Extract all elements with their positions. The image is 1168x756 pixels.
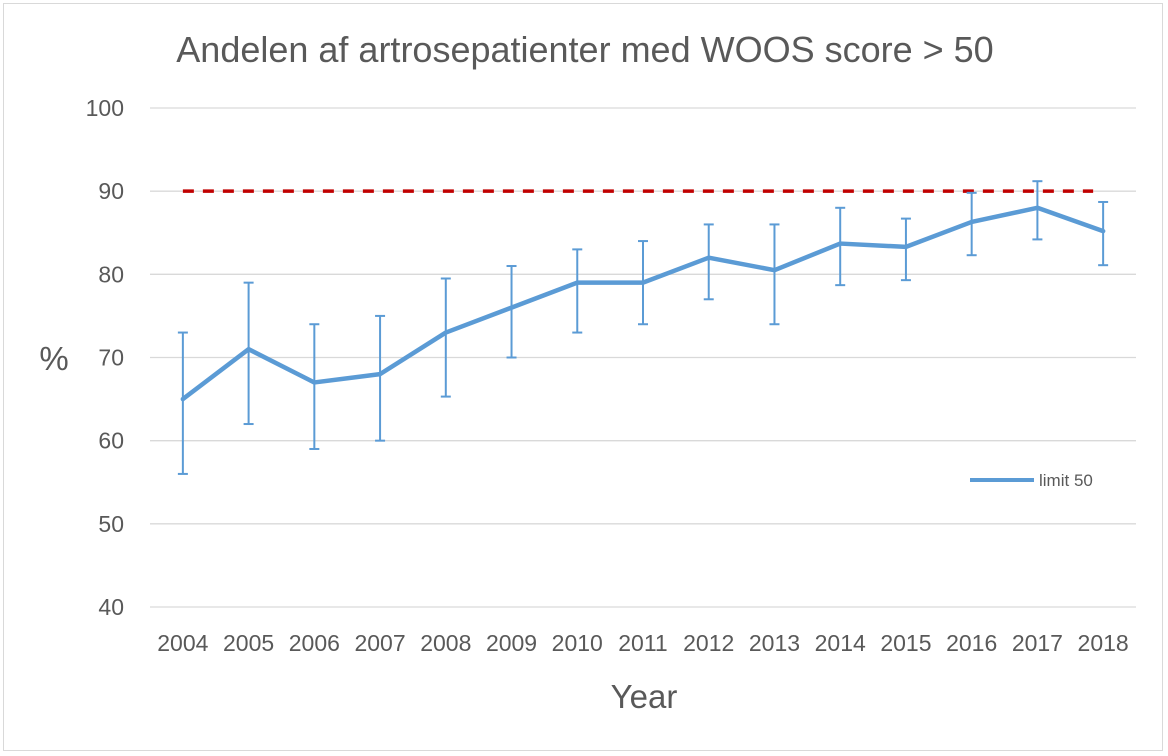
x-tick-label: 2017 xyxy=(1012,630,1063,656)
x-tick-label: 2004 xyxy=(157,630,208,656)
x-tick-label: 2011 xyxy=(618,630,667,656)
x-tick-label: 2013 xyxy=(749,630,800,656)
x-tick-label: 2012 xyxy=(683,630,734,656)
legend: limit 50 xyxy=(970,471,1093,490)
y-tick-label: 40 xyxy=(98,594,124,620)
y-tick-label: 80 xyxy=(98,261,124,287)
y-tick-label: 100 xyxy=(86,95,124,121)
x-tick-label: 2008 xyxy=(420,630,471,656)
x-tick-label: 2005 xyxy=(223,630,274,656)
legend-label: limit 50 xyxy=(1039,471,1093,490)
x-tick-label: 2009 xyxy=(486,630,537,656)
chart-title: Andelen af artrosepatienter med WOOS sco… xyxy=(176,29,993,70)
chart-frame xyxy=(3,3,1163,751)
y-tick-labels: 40 50 60 70 80 90 100 xyxy=(86,95,124,620)
gridlines xyxy=(150,107,1136,608)
y-axis-label: % xyxy=(39,340,68,377)
x-tick-label: 2018 xyxy=(1078,630,1129,656)
series-line xyxy=(180,205,1106,402)
y-tick-label: 90 xyxy=(98,178,124,204)
x-axis-label: Year xyxy=(611,678,678,715)
error-bars xyxy=(177,180,1109,475)
x-tick-label: 2016 xyxy=(946,630,997,656)
x-tick-labels: 2004 2005 2006 2007 2008 2009 2010 2011 2012 2013… xyxy=(157,630,1128,656)
x-tick-label: 2014 xyxy=(815,630,866,656)
x-tick-label: 2006 xyxy=(289,630,340,656)
x-tick-label: 2010 xyxy=(552,630,603,656)
x-tick-label: 2007 xyxy=(354,630,405,656)
y-tick-label: 60 xyxy=(98,428,124,454)
x-tick-label: 2015 xyxy=(880,630,931,656)
y-tick-label: 50 xyxy=(98,511,124,537)
y-tick-label: 70 xyxy=(98,345,124,371)
